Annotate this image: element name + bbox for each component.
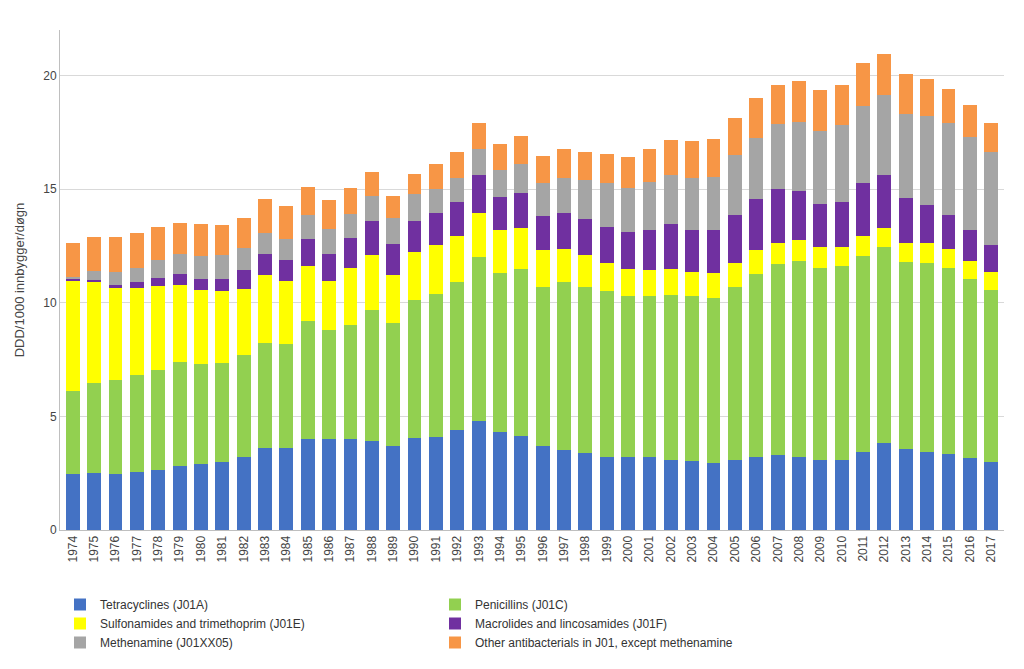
svg-text:2014: 2014 [920,535,934,562]
svg-text:2009: 2009 [813,535,827,562]
svg-text:2012: 2012 [877,535,891,562]
svg-text:2005: 2005 [728,535,742,562]
svg-text:1995: 1995 [514,535,528,562]
svg-text:Tetracyclines (J01A): Tetracyclines (J01A) [100,598,208,612]
svg-text:20: 20 [43,69,57,83]
svg-text:10: 10 [43,296,57,310]
svg-text:2000: 2000 [621,535,635,562]
svg-text:1987: 1987 [343,535,357,562]
svg-text:1980: 1980 [194,535,208,562]
svg-text:1976: 1976 [108,535,122,562]
svg-text:1992: 1992 [450,535,464,562]
svg-text:Macrolides and lincosamides (J: Macrolides and lincosamides (J01F) [475,617,667,631]
svg-text:Methenamine (J01XX05): Methenamine (J01XX05) [100,636,233,650]
svg-text:1977: 1977 [130,535,144,562]
svg-text:2011: 2011 [856,535,870,561]
svg-text:2006: 2006 [749,535,763,562]
svg-text:1974: 1974 [66,535,80,562]
svg-text:Penicillins (J01C): Penicillins (J01C) [475,598,568,612]
svg-text:1986: 1986 [322,535,336,562]
svg-text:1990: 1990 [407,535,421,562]
svg-text:1979: 1979 [173,535,187,562]
svg-text:2002: 2002 [664,535,678,562]
svg-text:1984: 1984 [279,535,293,562]
svg-text:5: 5 [50,410,57,424]
svg-text:1997: 1997 [557,535,571,562]
svg-text:2004: 2004 [706,535,720,562]
svg-text:1983: 1983 [258,535,272,562]
svg-text:1988: 1988 [365,535,379,562]
svg-text:2007: 2007 [771,535,785,562]
svg-text:1994: 1994 [493,535,507,562]
svg-text:1982: 1982 [237,535,251,562]
svg-text:2017: 2017 [984,535,998,562]
svg-text:1975: 1975 [87,535,101,562]
svg-text:1998: 1998 [578,535,592,562]
svg-text:2008: 2008 [792,535,806,562]
svg-text:2013: 2013 [899,535,913,562]
svg-text:Sulfonamides and trimethoprim: Sulfonamides and trimethoprim (J01E) [100,617,305,631]
svg-text:2015: 2015 [941,535,955,562]
svg-text:1985: 1985 [301,535,315,562]
svg-text:2001: 2001 [642,535,656,562]
svg-text:1999: 1999 [600,535,614,562]
svg-text:0: 0 [50,523,57,537]
svg-text:15: 15 [43,182,57,196]
svg-text:2016: 2016 [963,535,977,562]
svg-text:DDD/1000 innbygger/døgn: DDD/1000 innbygger/døgn [12,203,27,358]
svg-text:Other antibacterials in J01, e: Other antibacterials in J01, except meth… [475,636,733,650]
svg-text:1996: 1996 [536,535,550,562]
svg-text:2010: 2010 [835,535,849,562]
svg-text:1981: 1981 [215,535,229,562]
svg-text:1991: 1991 [429,535,443,562]
svg-text:1989: 1989 [386,535,400,562]
svg-text:2003: 2003 [685,535,699,562]
svg-text:1993: 1993 [472,535,486,562]
svg-text:1978: 1978 [151,535,165,562]
